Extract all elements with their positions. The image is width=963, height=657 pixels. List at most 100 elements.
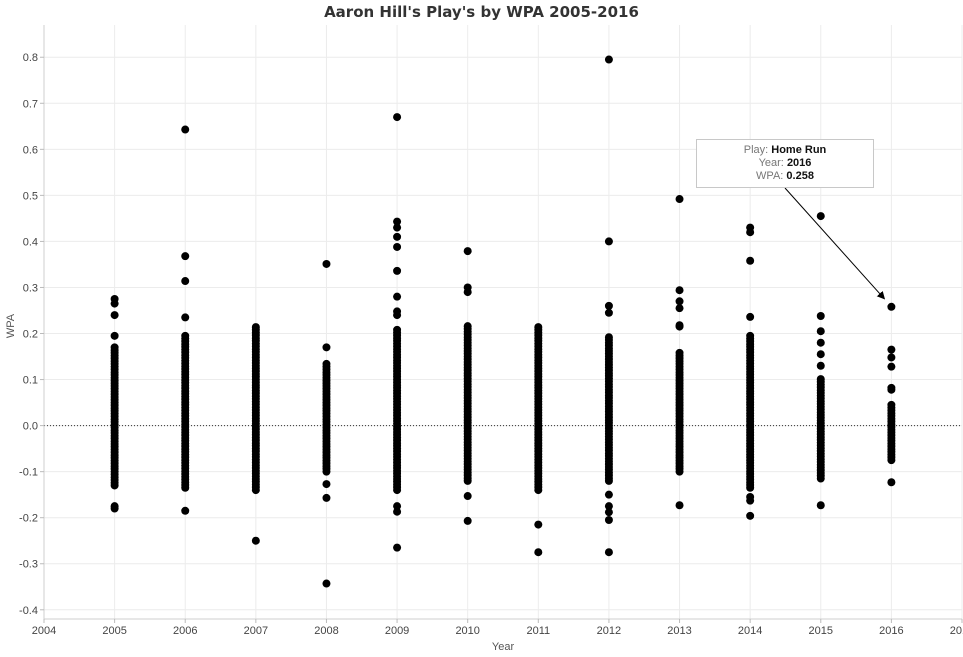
y-tick-label: 0.7 (23, 98, 38, 110)
data-point (887, 478, 896, 487)
data-point (534, 520, 543, 529)
y-axis-ticks: 0.8 0.7 0.6 0.5 0.4 0.3 0.2 0.1 0.0 -0.1 -0.2 -0.3 -… (19, 52, 44, 617)
y-tick-label: 0.3 (23, 282, 38, 294)
x-tick-label: 2005 (102, 625, 126, 637)
data-point (181, 506, 190, 515)
y-tick-label: -0.4 (19, 605, 38, 617)
data-point (816, 501, 825, 510)
data-point (393, 232, 402, 241)
data-point (181, 277, 190, 286)
x-tick-label: 2017 (950, 625, 963, 637)
data-point (393, 507, 402, 516)
data-point (322, 259, 331, 268)
x-tick-label: 2007 (244, 625, 268, 637)
data-point (604, 237, 613, 246)
data-point (816, 350, 825, 359)
data-point (322, 579, 331, 588)
data-point (110, 311, 119, 320)
y-tick-label: -0.3 (19, 559, 38, 571)
x-tick-label: 2006 (173, 625, 197, 637)
data-point (887, 302, 896, 311)
x-tick-label: 2013 (667, 625, 691, 637)
data-point (887, 400, 896, 409)
data-point (110, 343, 119, 352)
data-point (534, 323, 543, 332)
tooltip-play-row: Play: Home Run (697, 144, 873, 157)
tooltip-year-value: 2016 (786, 157, 812, 169)
data-point (675, 195, 684, 204)
x-tick-label: 2014 (738, 625, 762, 637)
data-point (181, 313, 190, 322)
data-point (463, 288, 472, 297)
data-point (604, 516, 613, 524)
x-tick-label: 2004 (32, 625, 56, 637)
tooltip-wpa-row: WPA: 0.258 (697, 170, 873, 183)
data-point (675, 322, 684, 331)
data-point (393, 292, 402, 301)
data-point (675, 297, 684, 306)
data-point (604, 308, 613, 317)
data-point (110, 299, 119, 308)
tooltip-play-label: Play: (743, 144, 769, 156)
data-point (534, 548, 543, 557)
data-point (675, 304, 684, 313)
data-point (604, 490, 613, 499)
y-axis-title: WPA (5, 313, 17, 338)
y-tick-label: -0.1 (19, 467, 38, 479)
data-point (322, 359, 331, 368)
y-tick-label: 0.0 (23, 421, 38, 433)
data-point (251, 536, 260, 545)
annotation-arrow (784, 187, 886, 300)
data-point (393, 311, 402, 320)
data-point (887, 385, 896, 394)
y-tick-label: -0.2 (19, 513, 38, 525)
data-point (393, 113, 402, 122)
tooltip-play-value: Home Run (771, 144, 827, 156)
x-axis-ticks: 2004 2005 2006 2007 2008 2009 2010 2011 2012 2013… (32, 619, 963, 637)
data-point (110, 504, 119, 513)
x-tick-label: 2008 (314, 625, 338, 637)
data-point (393, 266, 402, 275)
data-point (604, 333, 613, 342)
data-point (393, 543, 402, 552)
data-point (604, 508, 613, 517)
data-point (604, 502, 613, 511)
data-point (181, 252, 190, 261)
x-tick-label: 2010 (455, 625, 479, 637)
tooltip-wpa-value: 0.258 (786, 170, 814, 182)
data-point (746, 511, 755, 520)
annotation-tooltip: Play: Home Run Year: 2016 WPA: 0.258 (696, 139, 874, 188)
x-tick-label: 2016 (879, 625, 903, 637)
y-tick-label: 0.1 (23, 375, 38, 387)
data-point (251, 323, 260, 332)
x-tick-label: 2015 (809, 625, 833, 637)
data-point (322, 343, 331, 352)
data-point (393, 242, 402, 251)
data-points (110, 55, 896, 588)
data-point (604, 301, 613, 310)
data-point (604, 55, 613, 64)
data-point (746, 331, 755, 340)
data-point (887, 345, 896, 354)
data-point (746, 256, 755, 265)
data-point (675, 348, 684, 357)
data-point (816, 361, 825, 370)
data-point (675, 286, 684, 295)
data-point (393, 325, 402, 334)
data-point (393, 217, 402, 226)
data-point (463, 492, 472, 501)
data-point (816, 338, 825, 347)
data-point (816, 327, 825, 336)
data-point (816, 375, 825, 384)
tooltip-wpa-label: WPA: (756, 170, 784, 182)
x-tick-label: 2012 (597, 625, 621, 637)
data-point (181, 125, 190, 134)
data-point (181, 331, 190, 340)
data-point (393, 502, 402, 511)
y-tick-label: 0.6 (23, 144, 38, 156)
data-point (604, 548, 613, 557)
tooltip-year-label: Year: (758, 157, 784, 169)
y-tick-label: 0.5 (23, 190, 38, 202)
y-tick-label: 0.2 (23, 329, 38, 341)
